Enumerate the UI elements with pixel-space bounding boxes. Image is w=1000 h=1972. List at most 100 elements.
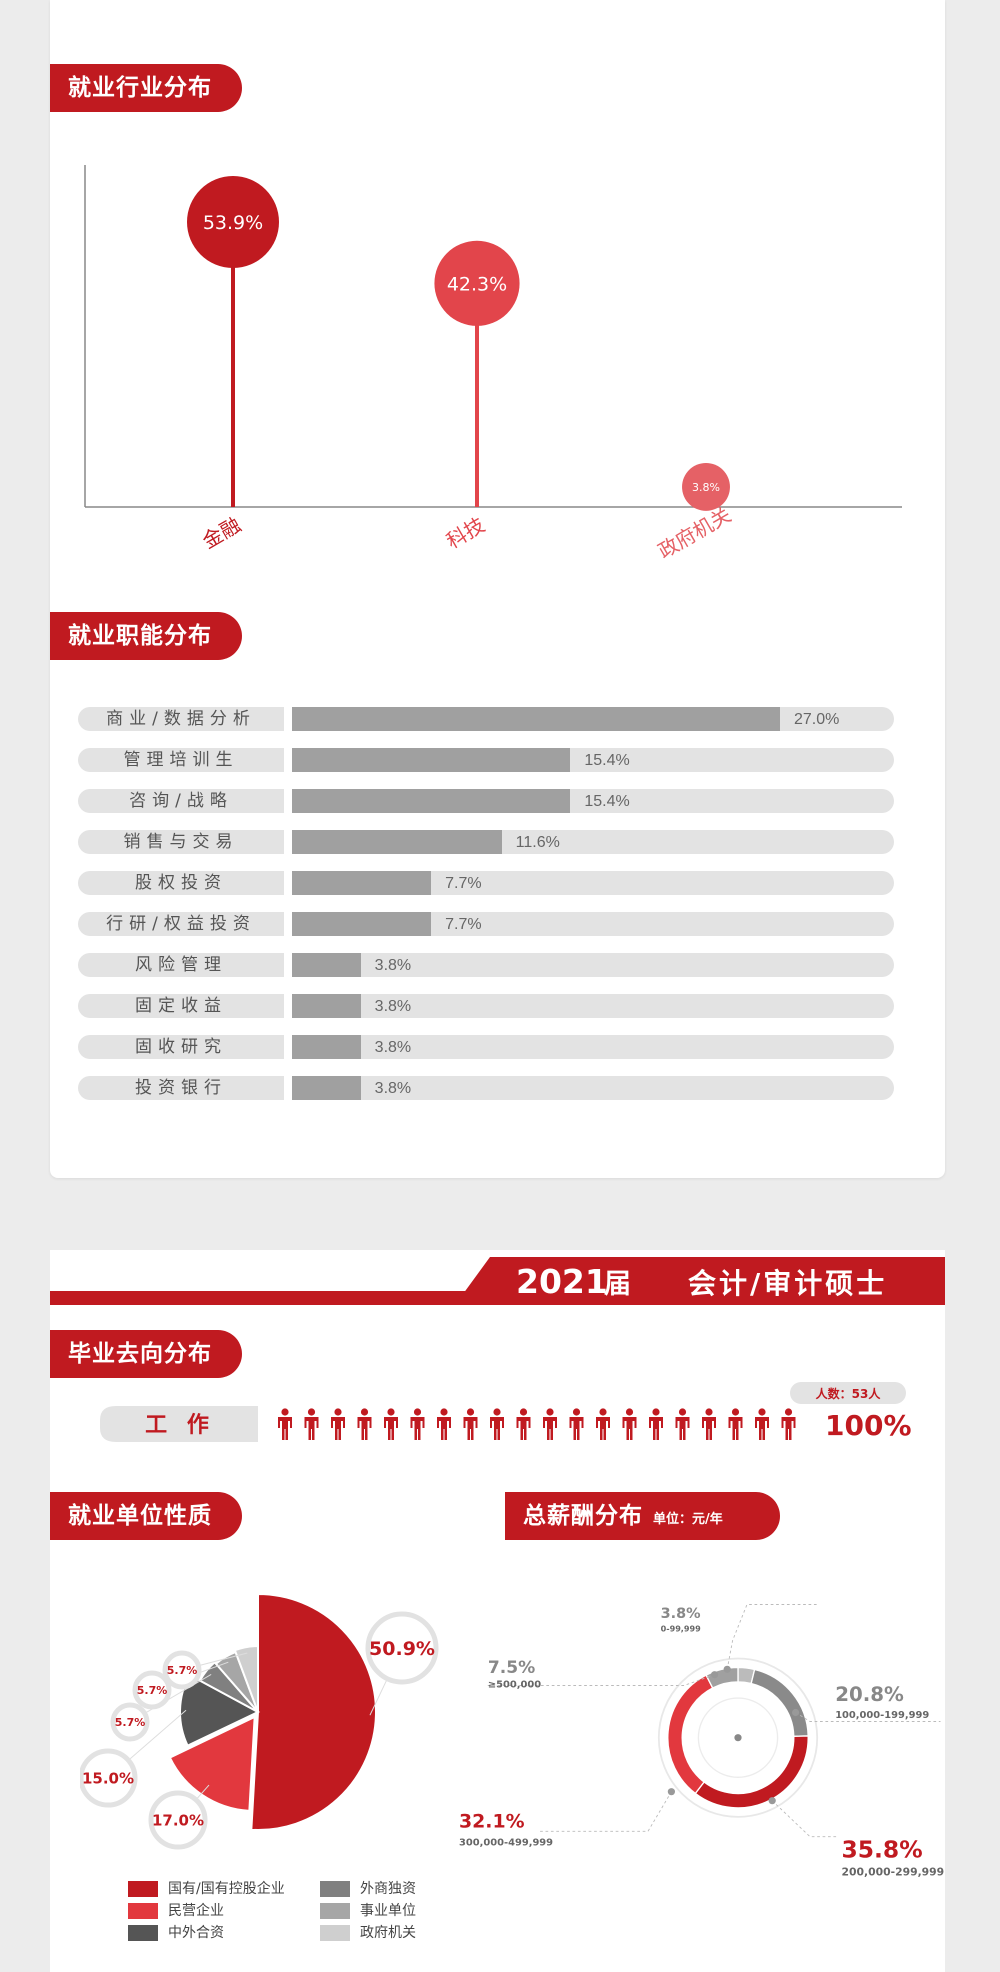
person-icon xyxy=(622,1408,637,1440)
industry-lollipop-chart: 53.9% 金融 42.3% 科技 3.8% 政府机关 xyxy=(84,165,902,563)
function-label: 股权投资 xyxy=(78,871,284,895)
function-row: 固收研究 3.8% xyxy=(78,1035,898,1059)
function-bar xyxy=(292,707,780,731)
function-row: 固定收益 3.8% xyxy=(78,994,898,1018)
salary-section-title: 总薪酬分布 单位：元/年 xyxy=(505,1492,780,1540)
person-icon xyxy=(569,1408,584,1440)
destination-section-title: 毕业去向分布 xyxy=(50,1330,242,1378)
function-bar xyxy=(292,748,571,772)
program-banner: 2021 届 会计/审计硕士 xyxy=(50,1257,945,1305)
donut-marker-3 xyxy=(667,1788,675,1796)
pie-callout-0 xyxy=(365,1611,439,1685)
legend-item: 民营企业 xyxy=(128,1902,308,1920)
legend-swatch xyxy=(320,1903,350,1919)
function-value: 27.0% xyxy=(794,711,840,728)
pie-label-4: 5.7% xyxy=(137,1684,168,1697)
person-icon xyxy=(304,1408,319,1440)
person-icon xyxy=(357,1408,372,1440)
person-icon xyxy=(278,1408,292,1440)
function-track: 27.0% xyxy=(292,707,894,731)
function-value: 3.8% xyxy=(374,1080,412,1097)
function-row: 投资银行 3.8% xyxy=(78,1076,898,1100)
function-bar xyxy=(292,1035,361,1059)
industry-category-0: 金融 xyxy=(198,513,245,554)
function-value: 3.8% xyxy=(374,998,412,1015)
industry-bubble-2 xyxy=(682,462,730,511)
donut-outer-ring xyxy=(657,1657,819,1818)
legend-swatch xyxy=(320,1881,350,1897)
legend-label: 民营企业 xyxy=(168,1903,224,1919)
legend-item: 国有/国有控股企业 xyxy=(128,1880,308,1898)
donut-category-0: 0-99,999 xyxy=(661,1624,702,1634)
donut-category-1: 100,000-199,999 xyxy=(835,1710,929,1721)
donut-leader-3 xyxy=(540,1791,672,1832)
salary-title-text: 总薪酬分布 xyxy=(523,1503,643,1529)
function-row: 咨询/战略 15.4% xyxy=(78,789,898,813)
destination-percent: 100% xyxy=(825,1409,912,1442)
legend-label: 政府机关 xyxy=(360,1925,416,1941)
pie-slice-1 xyxy=(168,1715,256,1812)
function-label: 固收研究 xyxy=(78,1035,284,1059)
pie-callout-3 xyxy=(110,1702,150,1742)
person-icon xyxy=(384,1408,398,1440)
function-value: 7.7% xyxy=(445,916,482,933)
count-label: 人数：53人 xyxy=(816,1386,882,1401)
donut-leader-1 xyxy=(795,1712,941,1722)
person-icon xyxy=(781,1408,796,1440)
donut-value-2: 35.8% xyxy=(842,1835,923,1863)
unit-pie-chart: 50.9% 17.0% 15.0% 5.7% 5.7% 5.7% xyxy=(80,1592,439,1850)
legend-label: 事业单位 xyxy=(360,1903,416,1919)
legend-label: 国有/国有控股企业 xyxy=(168,1881,285,1897)
pie-label-5: 5.7% xyxy=(167,1664,198,1677)
legend-swatch xyxy=(128,1925,158,1941)
donut-leader-0 xyxy=(726,1604,819,1670)
donut-marker-4 xyxy=(711,1671,719,1679)
function-track: 15.4% xyxy=(292,789,894,813)
legend-item: 政府机关 xyxy=(320,1924,500,1942)
person-icon xyxy=(702,1408,716,1440)
donut-category-3: 300,000-499,999 xyxy=(459,1838,553,1849)
banner-program: 会计/审计硕士 xyxy=(688,1267,887,1300)
function-track: 3.8% xyxy=(292,1035,894,1059)
person-icon xyxy=(596,1408,610,1440)
pie-callout-1 xyxy=(148,1790,208,1850)
donut-value-1: 20.8% xyxy=(835,1683,904,1706)
function-bar xyxy=(292,994,361,1018)
donut-leader-4 xyxy=(487,1674,715,1686)
function-value: 7.7% xyxy=(445,875,482,892)
function-section-title: 就业职能分布 xyxy=(50,612,242,660)
legend-item: 中外合资 xyxy=(128,1924,308,1942)
banner-year: 2021 xyxy=(516,1262,608,1301)
industry-bubble-0 xyxy=(187,176,279,268)
person-icon xyxy=(728,1408,743,1440)
function-label: 投资银行 xyxy=(78,1076,284,1100)
banner-tab xyxy=(455,1257,945,1305)
donut-leader-2 xyxy=(771,1800,837,1838)
work-label: 工 作 xyxy=(145,1413,215,1438)
destination-row: 人数：53人 工 作 100% xyxy=(100,1382,912,1442)
function-bar xyxy=(292,1076,361,1100)
person-icon xyxy=(463,1408,478,1440)
donut-segment-3 xyxy=(667,1674,714,1795)
function-track: 3.8% xyxy=(292,1076,894,1100)
donut-value-0: 3.8% xyxy=(661,1606,701,1622)
legend-swatch xyxy=(128,1881,158,1897)
pie-callout-2 xyxy=(80,1748,138,1808)
legend-label: 外商独资 xyxy=(360,1881,416,1897)
function-label: 商业/数据分析 xyxy=(78,707,284,731)
industry-value-label-0: 53.9% xyxy=(203,212,263,234)
person-icon xyxy=(516,1408,531,1440)
person-icon xyxy=(490,1408,504,1440)
function-row: 股权投资 7.7% xyxy=(78,871,898,895)
function-track: 7.7% xyxy=(292,912,894,936)
pie-slice-0 xyxy=(250,1592,377,1831)
function-value: 11.6% xyxy=(515,834,560,851)
pie-label-3: 5.7% xyxy=(115,1716,146,1729)
salary-unit-text: 单位：元/年 xyxy=(653,1512,723,1527)
donut-value-3: 32.1% xyxy=(459,1811,525,1833)
function-bar xyxy=(292,830,502,854)
legend-swatch xyxy=(128,1903,158,1919)
person-icon xyxy=(543,1408,557,1440)
people-icon-row xyxy=(278,1408,796,1440)
donut-inner-ring xyxy=(697,1697,779,1778)
